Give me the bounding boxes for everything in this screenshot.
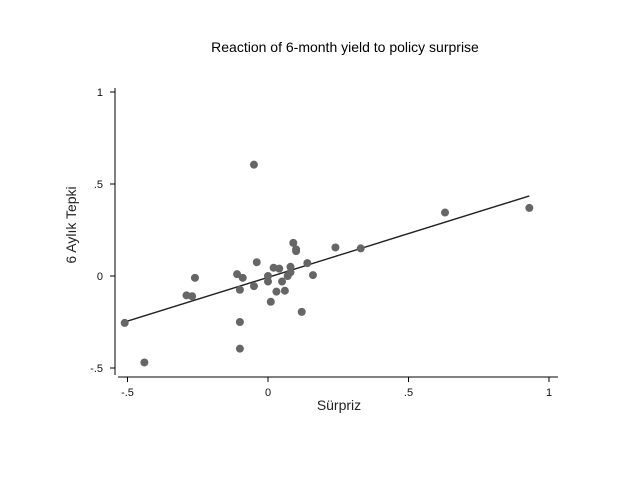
y-tick-label: 1	[97, 87, 103, 99]
y-tick-label: -.5	[90, 363, 103, 375]
x-tick-label: .5	[404, 387, 413, 399]
scatter-points	[120, 160, 534, 367]
scatter-point	[292, 247, 301, 256]
x-tick-label: 1	[546, 387, 552, 399]
x-axis-ticks: -.5 0 .5 1	[121, 377, 552, 399]
fitted-line	[124, 195, 530, 323]
scatter-point	[235, 344, 244, 353]
scatter-point	[140, 358, 149, 367]
scatter-point	[235, 318, 244, 326]
scatter-point	[264, 277, 272, 286]
scatter-point	[286, 268, 295, 277]
scatter-point	[252, 258, 261, 267]
y-tick-label: 0	[97, 271, 103, 283]
scatter-point	[120, 318, 129, 327]
scatter-point	[264, 272, 272, 280]
chart-title: Reaction of 6-month yield to policy surp…	[211, 39, 479, 55]
scatter-point	[303, 259, 312, 268]
scatter-point	[190, 273, 199, 282]
fitted-line-layer	[124, 195, 530, 323]
scatter-point	[278, 277, 287, 286]
scatter-point	[289, 238, 298, 247]
y-axis-ticks: -.5 0 .5 1	[90, 87, 115, 375]
scatter-point	[266, 297, 275, 306]
scatter-point	[286, 262, 295, 271]
y-axis-label: 6 Aylık Tepki	[63, 186, 79, 263]
scatter-point	[441, 208, 450, 217]
scatter-point	[275, 264, 284, 273]
y-tick-label: .5	[94, 179, 103, 191]
scatter-point	[249, 282, 258, 291]
scatter-point	[249, 160, 258, 169]
scatter-point	[235, 285, 244, 294]
scatter-point	[525, 203, 534, 212]
scatter-point	[308, 271, 317, 280]
scatter-point	[356, 244, 365, 253]
scatter-point	[238, 273, 247, 282]
x-tick-label: 0	[265, 387, 271, 399]
x-tick-label: -.5	[121, 387, 134, 399]
x-axis-label: Sürpriz	[317, 397, 361, 413]
scatter-point	[331, 243, 340, 252]
scatter-point	[272, 287, 281, 296]
scatter-point	[297, 307, 306, 316]
scatter-point	[188, 292, 197, 301]
scatter-point	[280, 286, 289, 295]
